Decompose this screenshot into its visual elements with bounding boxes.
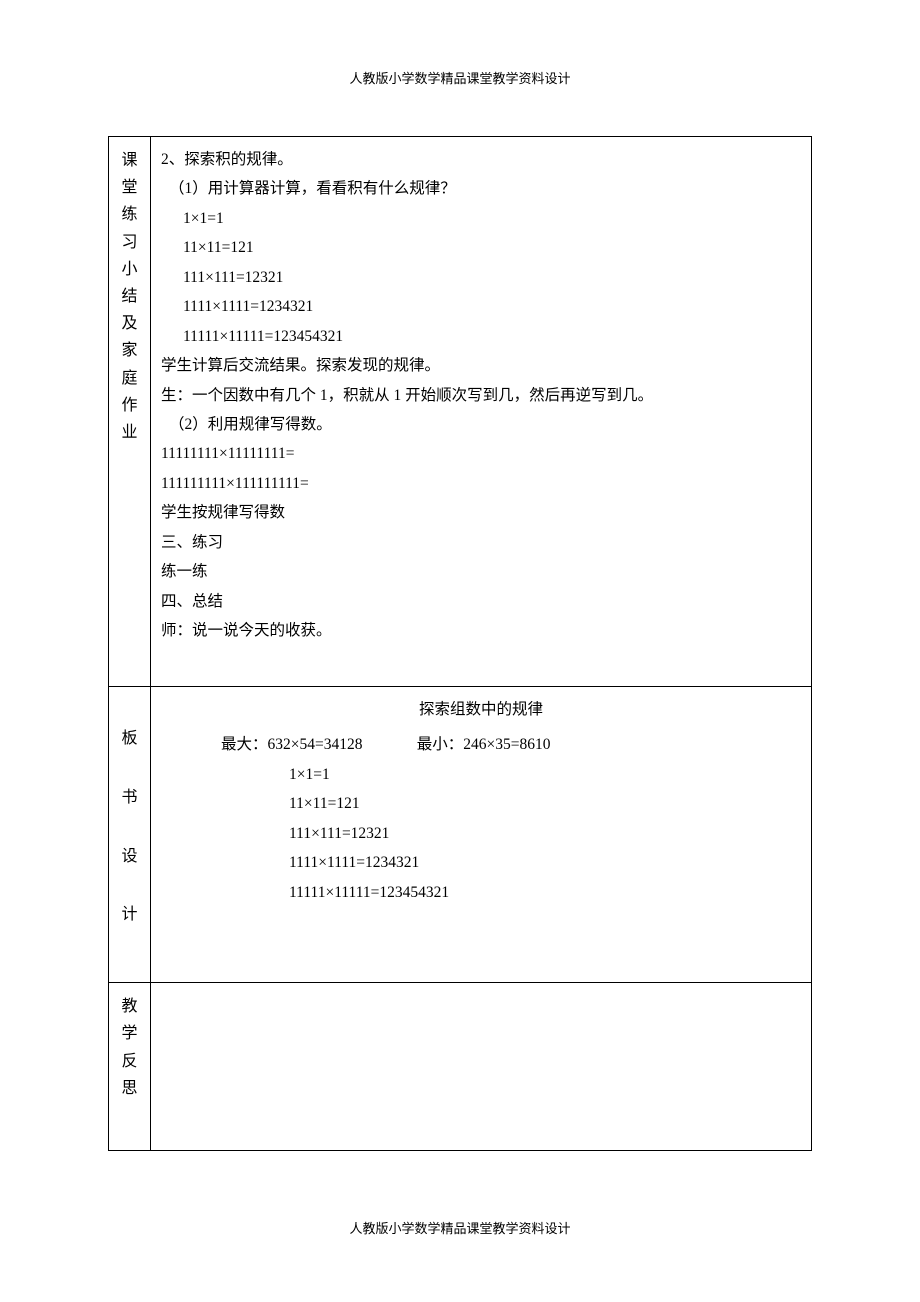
label-char: 庭 [121,365,137,392]
reflect-label: 教学反思 [115,993,144,1102]
label-char: 作 [121,392,137,419]
content-line: 师：说一说今天的收获。 [161,616,801,645]
content-line: 111×111=12321 [183,263,801,292]
label-char: 板 [121,717,137,762]
practice-row: 课堂练习小结及家庭作业 2、探索积的规律。（1）用计算器计算，看看积有什么规律？… [109,137,812,687]
content-line: 1×1=1 [183,204,801,233]
content-line: 学生按规律写得数 [161,498,801,527]
label-char: 学 [121,1020,137,1047]
board-minmax: 最大：632×54=34128 最小：246×35=8610 [221,730,801,759]
label-char: 计 [121,893,137,938]
label-char: 家 [121,337,137,364]
content-line: 11111×11111=123454321 [183,322,801,351]
label-char: 思 [121,1075,137,1102]
content-line: 学生计算后交流结果。探索发现的规律。 [161,351,801,380]
label-char: 练 [121,201,137,228]
label-char: 书 [121,776,137,821]
board-calc-line: 1×1=1 [289,760,801,789]
practice-content: 2、探索积的规律。（1）用计算器计算，看看积有什么规律？1×1=111×11=1… [151,137,812,687]
page-footer: 人教版小学数学精品课堂教学资料设计 [0,1218,920,1237]
label-char: 教 [121,993,137,1020]
content-line: 1111×1111=1234321 [183,292,801,321]
content-line: 生：一个因数中有几个 1，积就从 1 开始顺次写到几，然后再逆写到几。 [161,381,801,410]
label-char: 习 [121,229,137,256]
label-char: 反 [121,1048,137,1075]
reflect-row: 教学反思 [109,983,812,1151]
reflect-content [151,983,812,1151]
content-line: 练一练 [161,557,801,586]
content-line: 三、练习 [161,528,801,557]
board-calc-line: 111×111=12321 [289,819,801,848]
label-char: 堂 [121,174,137,201]
label-char: 小 [121,256,137,283]
board-calc-line: 1111×1111=1234321 [289,848,801,877]
content-line: 2、探索积的规律。 [161,145,801,174]
content-line: （2）利用规律写得数。 [169,410,801,439]
board-title: 探索组数中的规律 [161,695,801,724]
page-header: 人教版小学数学精品课堂教学资料设计 [0,68,920,87]
board-label: 板书设计 [115,717,144,952]
label-char: 结 [121,283,137,310]
label-char: 设 [121,835,137,880]
content-line: 四、总结 [161,587,801,616]
lesson-table: 课堂练习小结及家庭作业 2、探索积的规律。（1）用计算器计算，看看积有什么规律？… [108,136,812,1151]
board-row: 板书设计 探索组数中的规律最大：632×54=34128 最小：246×35=8… [109,687,812,983]
content-line: 11×11=121 [183,233,801,262]
label-char: 课 [121,147,137,174]
practice-label: 课堂练习小结及家庭作业 [115,147,144,446]
content-line: 11111111×11111111= [161,439,801,468]
reflect-label-cell: 教学反思 [109,983,151,1151]
label-char: 及 [121,310,137,337]
board-calc-line: 11×11=121 [289,789,801,818]
label-char: 业 [121,419,137,446]
board-content: 探索组数中的规律最大：632×54=34128 最小：246×35=86101×… [151,687,812,983]
content-line: 111111111×111111111= [161,469,801,498]
board-calc-line: 11111×11111=123454321 [289,878,801,907]
practice-label-cell: 课堂练习小结及家庭作业 [109,137,151,687]
board-label-cell: 板书设计 [109,687,151,983]
content-line: （1）用计算器计算，看看积有什么规律？ [169,174,801,203]
